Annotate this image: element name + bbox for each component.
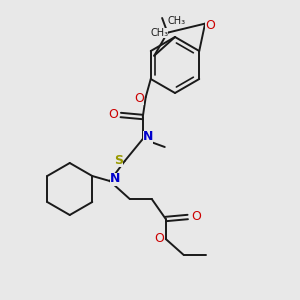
Text: O: O: [134, 92, 144, 104]
Text: O: O: [108, 109, 118, 122]
Text: S: S: [114, 154, 123, 166]
Text: N: N: [142, 130, 153, 143]
Text: CH₃: CH₃: [150, 28, 168, 38]
Text: CH₃: CH₃: [167, 16, 185, 26]
Text: O: O: [154, 232, 164, 244]
Text: O: O: [205, 19, 215, 32]
Text: N: N: [110, 172, 120, 185]
Text: O: O: [191, 211, 201, 224]
